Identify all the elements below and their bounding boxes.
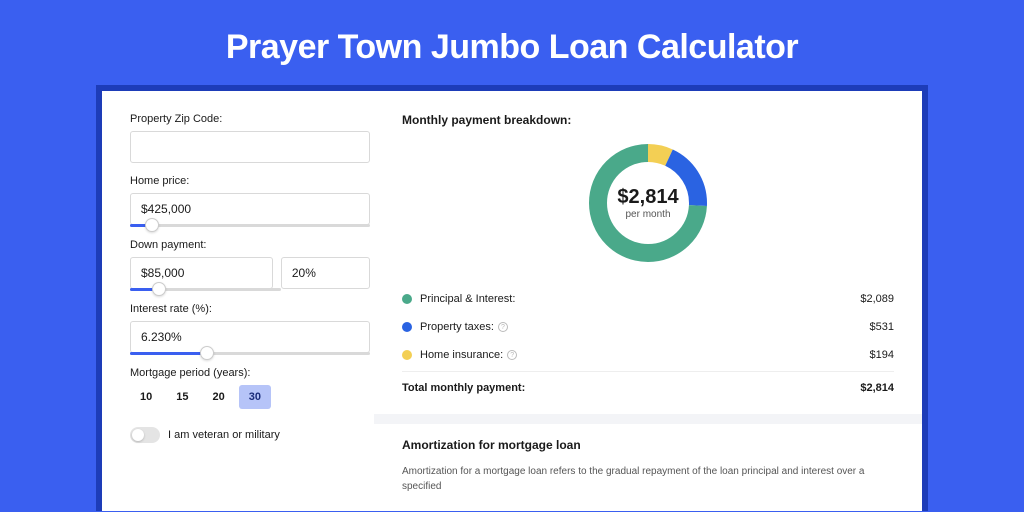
calculator-card: Property Zip Code: Home price: Down paym… [102, 91, 922, 511]
down-payment-amount-input[interactable] [130, 257, 273, 289]
amortization-block: Amortization for mortgage loan Amortizat… [374, 414, 922, 494]
mortgage-period-group: Mortgage period (years): 10152030 [130, 367, 370, 409]
breakdown-row: Principal & Interest: $2,089 [402, 285, 894, 313]
down-payment-label: Down payment: [130, 239, 370, 251]
breakdown-row: Home insurance: ?$194 [402, 341, 894, 369]
form-column: Property Zip Code: Home price: Down paym… [130, 113, 370, 511]
home-price-slider[interactable] [130, 224, 370, 227]
veteran-label: I am veteran or military [168, 429, 280, 441]
page-title: Prayer Town Jumbo Loan Calculator [0, 0, 1024, 85]
down-payment-slider[interactable] [130, 288, 281, 291]
breakdown-label: Home insurance: ? [420, 349, 870, 361]
period-btn-10[interactable]: 10 [130, 385, 162, 409]
donut-center: $2,814 per month [617, 186, 678, 220]
breakdown-value: $194 [870, 349, 894, 361]
zip-group: Property Zip Code: [130, 113, 370, 163]
legend-dot [402, 322, 412, 332]
zip-label: Property Zip Code: [130, 113, 370, 125]
total-label: Total monthly payment: [402, 382, 860, 394]
breakdown-rows: Principal & Interest: $2,089Property tax… [402, 285, 894, 369]
breakdown-value: $2,089 [860, 293, 894, 305]
down-payment-percent-input[interactable] [281, 257, 370, 289]
home-price-label: Home price: [130, 175, 370, 187]
interest-rate-label: Interest rate (%): [130, 303, 370, 315]
total-value: $2,814 [860, 382, 894, 394]
card-shadow: Property Zip Code: Home price: Down paym… [96, 85, 928, 511]
mortgage-period-label: Mortgage period (years): [130, 367, 370, 379]
breakdown-label: Property taxes: ? [420, 321, 870, 333]
breakdown-value: $531 [870, 321, 894, 333]
total-row: Total monthly payment: $2,814 [402, 371, 894, 402]
donut-total: $2,814 [617, 186, 678, 209]
slider-thumb[interactable] [145, 218, 159, 232]
period-btn-15[interactable]: 15 [166, 385, 198, 409]
period-btn-30[interactable]: 30 [239, 385, 271, 409]
period-btn-20[interactable]: 20 [203, 385, 235, 409]
legend-dot [402, 350, 412, 360]
legend-dot [402, 294, 412, 304]
amortization-heading: Amortization for mortgage loan [402, 438, 894, 452]
amortization-text: Amortization for a mortgage loan refers … [402, 464, 894, 494]
interest-rate-slider[interactable] [130, 352, 370, 355]
donut-chart: $2,814 per month [402, 139, 894, 267]
toggle-knob [132, 429, 144, 441]
interest-rate-group: Interest rate (%): [130, 303, 370, 355]
home-price-input[interactable] [130, 193, 370, 225]
period-buttons: 10152030 [130, 385, 370, 409]
breakdown-row: Property taxes: ?$531 [402, 313, 894, 341]
info-icon[interactable]: ? [498, 322, 508, 332]
home-price-group: Home price: [130, 175, 370, 227]
breakdown-column: Monthly payment breakdown: $2,814 per mo… [402, 113, 894, 511]
breakdown-heading: Monthly payment breakdown: [402, 113, 894, 127]
slider-thumb[interactable] [200, 346, 214, 360]
slider-thumb[interactable] [152, 282, 166, 296]
breakdown-label: Principal & Interest: [420, 293, 860, 305]
interest-rate-input[interactable] [130, 321, 370, 353]
info-icon[interactable]: ? [507, 350, 517, 360]
down-payment-group: Down payment: [130, 239, 370, 291]
veteran-row: I am veteran or military [130, 427, 370, 443]
donut-sub: per month [617, 209, 678, 220]
zip-input[interactable] [130, 131, 370, 163]
veteran-toggle[interactable] [130, 427, 160, 443]
